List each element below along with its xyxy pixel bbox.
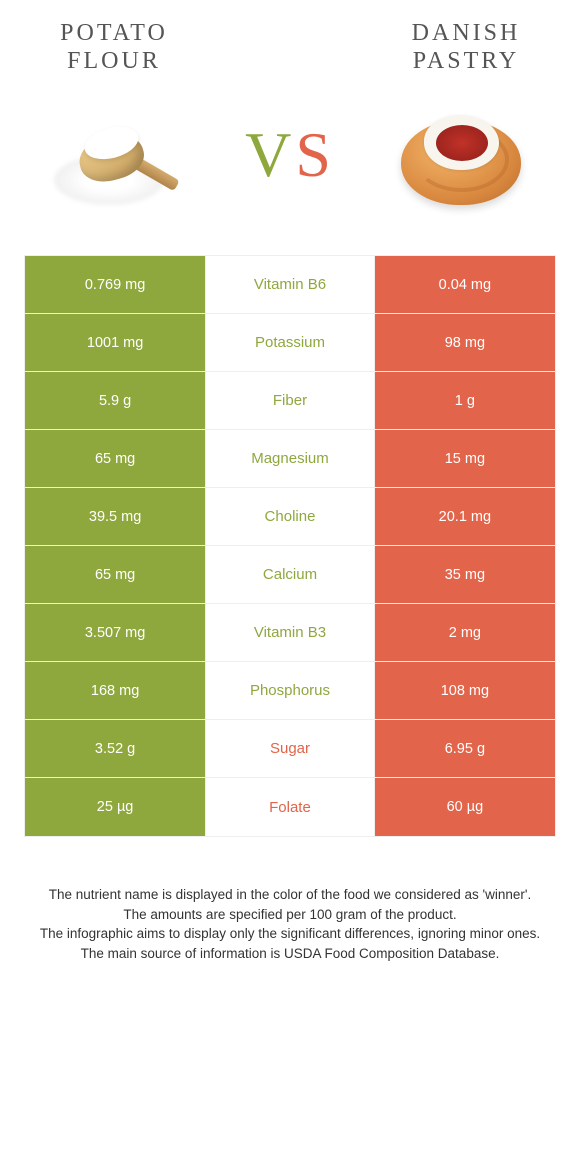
left-value: 65 mg (25, 546, 205, 603)
left-food-image (34, 85, 204, 225)
table-row: 39.5 mgCholine20.1 mg (25, 488, 555, 546)
left-value: 5.9 g (25, 372, 205, 429)
nutrient-label: Calcium (205, 546, 375, 603)
right-value: 98 mg (375, 314, 555, 371)
header: Potato flour Danish pastry (24, 20, 556, 75)
right-value: 6.95 g (375, 720, 555, 777)
table-row: 1001 mgPotassium98 mg (25, 314, 555, 372)
table-row: 168 mgPhosphorus108 mg (25, 662, 555, 720)
left-value: 65 mg (25, 430, 205, 487)
table-row: 3.507 mgVitamin B32 mg (25, 604, 555, 662)
table-row: 3.52 gSugar6.95 g (25, 720, 555, 778)
danish-pastry-icon (386, 95, 536, 215)
right-value: 1 g (375, 372, 555, 429)
right-value: 0.04 mg (375, 256, 555, 313)
footer-line: The infographic aims to display only the… (34, 924, 546, 944)
footer-line: The nutrient name is displayed in the co… (34, 885, 546, 905)
footer-line: The amounts are specified per 100 gram o… (34, 905, 546, 925)
footer-notes: The nutrient name is displayed in the co… (24, 885, 556, 963)
comparison-table: 0.769 mgVitamin B60.04 mg1001 mgPotassiu… (24, 255, 556, 837)
table-row: 25 µgFolate60 µg (25, 778, 555, 836)
nutrient-label: Folate (205, 778, 375, 836)
left-value: 3.507 mg (25, 604, 205, 661)
right-value: 60 µg (375, 778, 555, 836)
left-value: 39.5 mg (25, 488, 205, 545)
table-row: 0.769 mgVitamin B60.04 mg (25, 256, 555, 314)
nutrient-label: Vitamin B6 (205, 256, 375, 313)
right-value: 35 mg (375, 546, 555, 603)
nutrient-label: Vitamin B3 (205, 604, 375, 661)
left-value: 3.52 g (25, 720, 205, 777)
table-row: 65 mgMagnesium15 mg (25, 430, 555, 488)
left-value: 25 µg (25, 778, 205, 836)
table-row: 65 mgCalcium35 mg (25, 546, 555, 604)
vs-v: V (245, 119, 295, 190)
right-food-image (376, 85, 546, 225)
table-row: 5.9 gFiber1 g (25, 372, 555, 430)
nutrient-label: Fiber (205, 372, 375, 429)
right-value: 108 mg (375, 662, 555, 719)
vs-s: S (295, 119, 335, 190)
vs-label: VS (245, 118, 335, 192)
right-food-title: Danish pastry (376, 20, 556, 75)
flour-scoop-icon (44, 100, 194, 210)
nutrient-label: Potassium (205, 314, 375, 371)
left-value: 168 mg (25, 662, 205, 719)
footer-line: The main source of information is USDA F… (34, 944, 546, 964)
nutrient-label: Choline (205, 488, 375, 545)
left-food-title: Potato flour (24, 20, 204, 75)
right-value: 20.1 mg (375, 488, 555, 545)
images-row: VS (24, 85, 556, 225)
right-value: 2 mg (375, 604, 555, 661)
right-value: 15 mg (375, 430, 555, 487)
left-value: 0.769 mg (25, 256, 205, 313)
nutrient-label: Phosphorus (205, 662, 375, 719)
nutrient-label: Sugar (205, 720, 375, 777)
left-value: 1001 mg (25, 314, 205, 371)
nutrient-label: Magnesium (205, 430, 375, 487)
